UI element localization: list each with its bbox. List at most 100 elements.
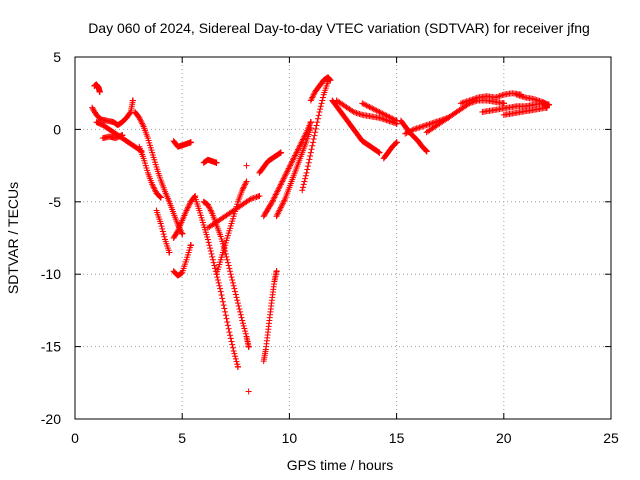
data-points [89, 74, 552, 395]
data-point [313, 122, 320, 129]
data-point [179, 230, 186, 237]
data-point [235, 303, 242, 310]
data-point [407, 127, 414, 134]
data-point [150, 184, 157, 191]
data-point [307, 124, 314, 131]
data-point [226, 329, 233, 336]
data-point [422, 146, 429, 153]
data-point [405, 129, 412, 136]
data-point [240, 184, 247, 191]
data-point [289, 156, 296, 163]
series-arc-12 [200, 198, 252, 350]
data-point [231, 350, 238, 357]
data-point [289, 158, 296, 165]
data-point [119, 132, 126, 139]
data-point [392, 140, 399, 147]
x-tick-label: 15 [389, 430, 405, 446]
data-point [207, 248, 214, 255]
data-point [217, 288, 224, 295]
series-arc-26 [359, 100, 400, 124]
data-point [310, 91, 317, 98]
data-point [229, 341, 236, 348]
data-point [287, 162, 294, 169]
data-point [309, 93, 316, 100]
data-point [205, 239, 212, 246]
data-point [227, 335, 234, 342]
data-point [386, 114, 393, 121]
data-point [278, 179, 285, 186]
data-point [204, 201, 211, 208]
data-point [285, 165, 292, 172]
data-point [376, 109, 383, 116]
data-point [231, 285, 238, 292]
data-point [227, 268, 234, 275]
data-point [274, 211, 281, 218]
data-point [225, 262, 232, 269]
data-point [278, 203, 285, 210]
data-point [309, 94, 316, 101]
data-point [184, 206, 191, 213]
data-point [299, 187, 306, 194]
data-point [242, 328, 249, 335]
data-point [284, 166, 291, 173]
data-point [281, 174, 288, 181]
data-point [423, 148, 430, 155]
data-point [137, 116, 144, 123]
data-point [409, 127, 416, 134]
data-point [226, 265, 233, 272]
data-point [239, 320, 246, 327]
data-point [294, 148, 301, 155]
data-point [375, 108, 382, 115]
data-point [256, 193, 263, 200]
series-arc-04 [99, 132, 126, 142]
data-point [207, 245, 214, 252]
series-arc-08 [170, 137, 194, 150]
series-arc-14 [213, 178, 250, 278]
data-point [390, 116, 397, 123]
data-point [237, 311, 244, 318]
data-point [225, 325, 232, 332]
data-point [312, 129, 319, 136]
data-point [268, 200, 275, 207]
data-point [223, 315, 230, 322]
data-point [314, 119, 321, 126]
data-point [302, 132, 309, 139]
data-point [227, 332, 234, 339]
data-point [305, 159, 312, 166]
series-arc-15 [204, 193, 263, 231]
data-point [158, 223, 165, 230]
series-arc-22 [299, 78, 331, 194]
data-point [149, 181, 156, 188]
data-point [280, 198, 287, 205]
data-point [224, 318, 231, 325]
data-point [297, 142, 304, 149]
data-point [209, 256, 216, 263]
data-point [290, 155, 297, 162]
data-point [220, 302, 227, 309]
data-point [156, 193, 163, 200]
y-axis-label: SDTVAR / TECUs [5, 182, 21, 294]
series-arc-13 [200, 156, 220, 166]
data-point [228, 338, 235, 345]
data-point [317, 103, 324, 110]
data-point [161, 233, 168, 240]
data-point [269, 198, 276, 205]
data-point [227, 271, 234, 278]
data-point [393, 139, 400, 146]
data-point [228, 274, 235, 281]
data-point [136, 114, 143, 121]
data-point [224, 322, 231, 329]
data-point [545, 101, 552, 108]
x-tick-label: 25 [603, 430, 619, 446]
data-point [129, 97, 136, 104]
data-point [309, 142, 316, 149]
data-point [349, 108, 356, 115]
data-point [229, 344, 236, 351]
data-point [185, 203, 192, 210]
data-point [239, 187, 246, 194]
data-point [311, 132, 318, 139]
data-point [286, 164, 293, 171]
data-point [299, 184, 306, 191]
plot-frame [74, 56, 612, 420]
series-arc-19 [260, 119, 314, 220]
